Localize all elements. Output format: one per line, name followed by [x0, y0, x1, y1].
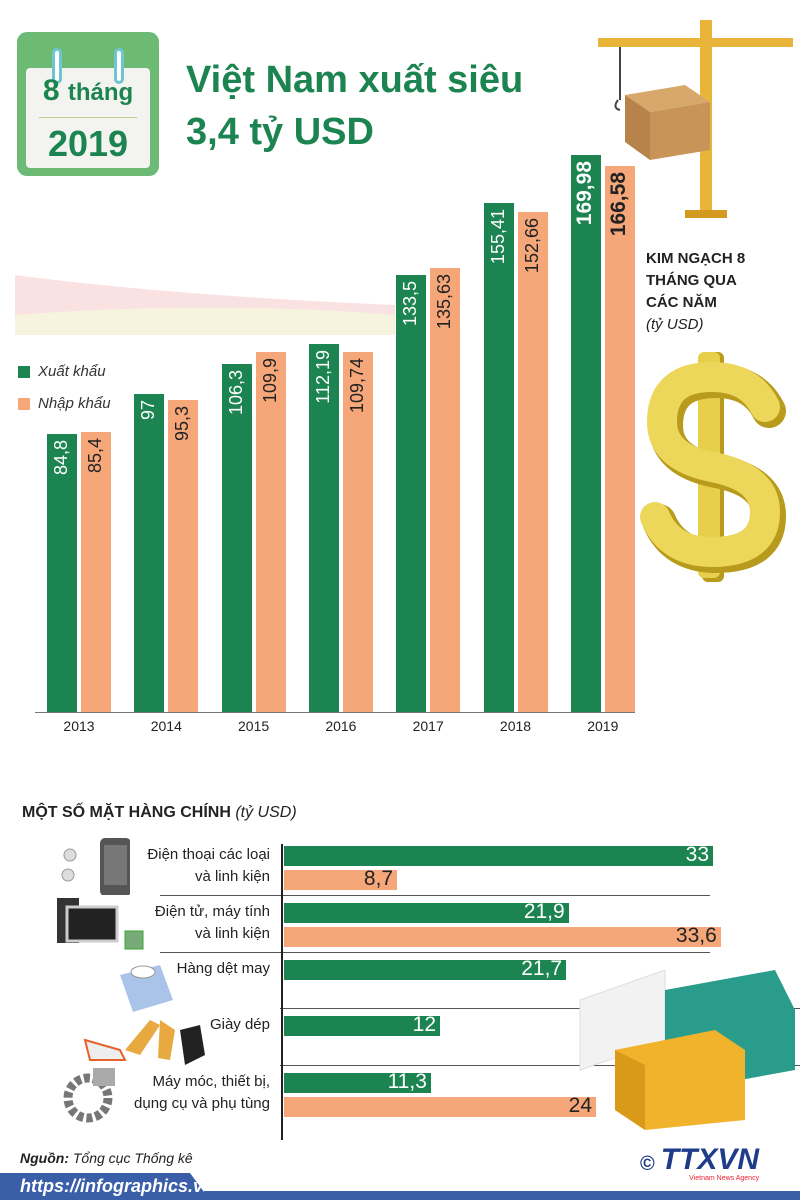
- legend-import-label: Nhập khẩu: [38, 395, 111, 412]
- category-label-line: và linh kiện: [194, 925, 270, 942]
- background-swoosh: [15, 275, 395, 335]
- x-tick-label: 2019: [587, 718, 619, 734]
- bar-value-label: 33,6: [675, 924, 717, 947]
- dollar-icon: [640, 352, 787, 582]
- export-bar: [308, 344, 339, 712]
- bar-value-label: 24: [568, 1094, 592, 1117]
- x-axis: [35, 712, 635, 713]
- category-label-line: Hàng dệt may: [176, 960, 270, 977]
- bar-value-label: 33: [685, 843, 709, 866]
- x-tick-label: 2016: [325, 718, 357, 734]
- calendar-year: 2019: [47, 123, 129, 164]
- gear-icon: [63, 1068, 115, 1123]
- crane-icon: [598, 20, 793, 218]
- computer-icon: [57, 898, 144, 950]
- import-bar: [430, 267, 461, 712]
- import-bar: 8,7: [284, 867, 398, 890]
- calendar-badge: 8 tháng 2019: [17, 32, 159, 176]
- category-label: Giày dép: [210, 1014, 270, 1036]
- x-tick-label: 2015: [238, 718, 270, 734]
- chart-title: KIM NGẠCH 8 THÁNG QUA CÁC NĂM: [646, 250, 746, 311]
- y-axis: [281, 844, 283, 1140]
- category-label: Máy móc, thiết bị, dụng cụ và phụ tùng: [134, 1071, 270, 1115]
- footer-url-tab: https://infographics.vn: [0, 1173, 210, 1200]
- vertical-bar-chart: 84,8 85,4 2013 97 95,3 2014 106,3 109,9 2015 112,…: [47, 155, 635, 734]
- x-tick-label: 2014: [150, 718, 182, 734]
- footer-url-link[interactable]: https://infographics.vn: [20, 1176, 215, 1196]
- category-label: Hàng dệt may: [177, 958, 270, 980]
- export-bar: [396, 274, 427, 712]
- source-note: Nguồn: Tổng cục Thống kê: [20, 1150, 193, 1166]
- import-bar: [342, 352, 373, 712]
- legend-export: Xuất khẩu: [18, 363, 106, 380]
- import-bar: 33,6: [284, 924, 721, 947]
- shirt-icon: [120, 965, 173, 1012]
- calendar-ring-icon: [114, 48, 124, 84]
- calendar-months-word: tháng: [67, 79, 134, 106]
- export-bar: 21,9: [284, 900, 569, 923]
- row-divider: [160, 952, 710, 953]
- phone-icon: [61, 838, 130, 895]
- x-tick-label: 2013: [63, 718, 95, 734]
- x-tick-label: 2017: [412, 718, 444, 734]
- export-bar: [47, 434, 77, 712]
- row-divider: [280, 1065, 800, 1066]
- x-tick-label: 2018: [499, 718, 532, 734]
- export-bar: 11,3: [284, 1070, 431, 1093]
- shoes-icon: [83, 1020, 205, 1065]
- shipping-containers-icon: [579, 970, 795, 1130]
- import-bar: 24: [284, 1094, 596, 1117]
- import-bar: [255, 351, 286, 712]
- export-bar: 33: [284, 843, 713, 866]
- title-line-2: 3,4 tỷ USD: [186, 111, 374, 153]
- category-label-line: Giày dép: [209, 1016, 270, 1033]
- export-bar: [221, 363, 252, 712]
- legend-import: Nhập khẩu: [18, 395, 111, 412]
- logo-subtext: Vietnam News Agency: [689, 1175, 760, 1182]
- export-bar: [134, 394, 165, 712]
- category-label-line: Máy móc, thiết bị,: [152, 1073, 270, 1090]
- source-value: Tổng cục Thống kê: [72, 1150, 193, 1166]
- category-label: Điện thoại các loại và linh kiện: [147, 844, 270, 888]
- source-label: Nguồn:: [20, 1150, 69, 1166]
- import-bar: [81, 432, 111, 712]
- horizontal-bar-chart: Điện thoại các loại và linh kiện 33 8,7 Điện…: [134, 843, 800, 1117]
- export-bar: 12: [284, 1013, 440, 1036]
- export-bar: 21,7: [284, 957, 567, 980]
- bar-value-label: 12: [412, 1013, 436, 1036]
- title-line-1: Việt Nam xuất siêu: [186, 59, 524, 101]
- export-bar: [483, 202, 514, 712]
- category-label-line: Điện tử, máy tính: [154, 903, 270, 920]
- section-unit: (tỷ USD): [235, 804, 297, 821]
- calendar-ring-icon: [52, 48, 62, 84]
- export-bar: [570, 155, 601, 712]
- bar-value-label: 21,7: [521, 957, 563, 980]
- ttxvn-logo: © TTXVN Vietnam News Agency: [640, 1143, 760, 1183]
- calendar-months: 8: [42, 74, 60, 107]
- chart-unit-label: KIM NGẠCH 8 THÁNG QUA CÁC NĂM (tỷ USD): [646, 248, 771, 336]
- logo-text: TTXVN: [660, 1143, 760, 1176]
- import-bar: [604, 166, 635, 712]
- import-bar: [517, 211, 548, 712]
- bar-value-label: 8,7: [363, 867, 394, 890]
- section-title-text: MỘT SỐ MẶT HÀNG CHÍNH: [22, 804, 231, 821]
- row-divider: [160, 895, 710, 896]
- section-title: MỘT SỐ MẶT HÀNG CHÍNH (tỷ USD): [22, 804, 297, 822]
- page-title: Việt Nam xuất siêu 3,4 tỷ USD: [186, 54, 523, 158]
- legend-export-label: Xuất khẩu: [38, 363, 106, 380]
- copyright-icon: ©: [640, 1153, 655, 1175]
- category-label: Điện tử, máy tính và linh kiện: [155, 901, 270, 945]
- category-label-line: và linh kiện: [194, 868, 270, 885]
- row-divider: [280, 1008, 800, 1009]
- footer-bar: [0, 1191, 800, 1200]
- category-label-line: dụng cụ và phụ tùng: [134, 1095, 270, 1112]
- bar-value-label: 21,9: [523, 900, 565, 923]
- chart-unit: (tỷ USD): [646, 316, 704, 333]
- import-bar: [168, 399, 199, 712]
- category-label-line: Điện thoại các loại: [147, 846, 270, 863]
- bar-value-label: 11,3: [387, 1070, 427, 1093]
